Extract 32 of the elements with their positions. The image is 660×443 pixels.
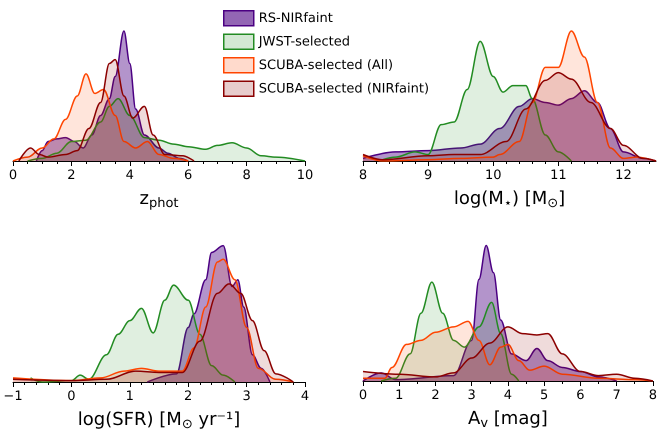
legend-label: SCUBA-selected (All) [258, 58, 394, 73]
x-tick-label: 7 [612, 388, 621, 403]
legend-label: JWST-selected [258, 34, 350, 50]
x-tick-label: 3 [468, 388, 476, 403]
x-tick-label: 3 [242, 389, 251, 404]
x-tick-label: 10 [296, 168, 314, 183]
x-tick-label: −1 [3, 389, 23, 404]
x-tick-label: 0 [358, 388, 368, 403]
x-tick-label: 2 [431, 388, 440, 403]
x-tick-label: 10 [484, 168, 502, 183]
x-tick-label: 2 [67, 168, 76, 183]
x-tick-label: 5 [540, 388, 548, 403]
x-tick-label: 2 [184, 389, 192, 404]
x-tick-label: 0 [67, 389, 76, 404]
x-tick-label: 11 [550, 168, 567, 183]
x-tick-label: 9 [424, 168, 432, 183]
x-tick-label: 8 [648, 388, 658, 403]
x-tick-label: 4 [300, 389, 310, 404]
x-tick-label: 8 [242, 168, 251, 183]
x-tick-label: 6 [576, 388, 585, 403]
x-axis-title: log(SFR) [M⊙ yr⁻¹] [78, 409, 240, 432]
x-tick-label: 0 [8, 168, 18, 183]
x-tick-label: 4 [504, 388, 512, 403]
x-tick-label: 1 [126, 389, 134, 404]
x-tick-label: 12 [615, 168, 632, 183]
x-tick-label: 1 [395, 388, 404, 403]
legend-label: SCUBA-selected (NIRfaint) [258, 81, 430, 96]
x-axis-title: log(M⋆) [M⊙] [454, 188, 566, 211]
x-tick-label: 4 [126, 168, 134, 183]
x-tick-label: 8 [358, 168, 368, 183]
legend-label: RS-NIRfaint [258, 10, 333, 26]
x-tick-label: 6 [184, 168, 192, 183]
